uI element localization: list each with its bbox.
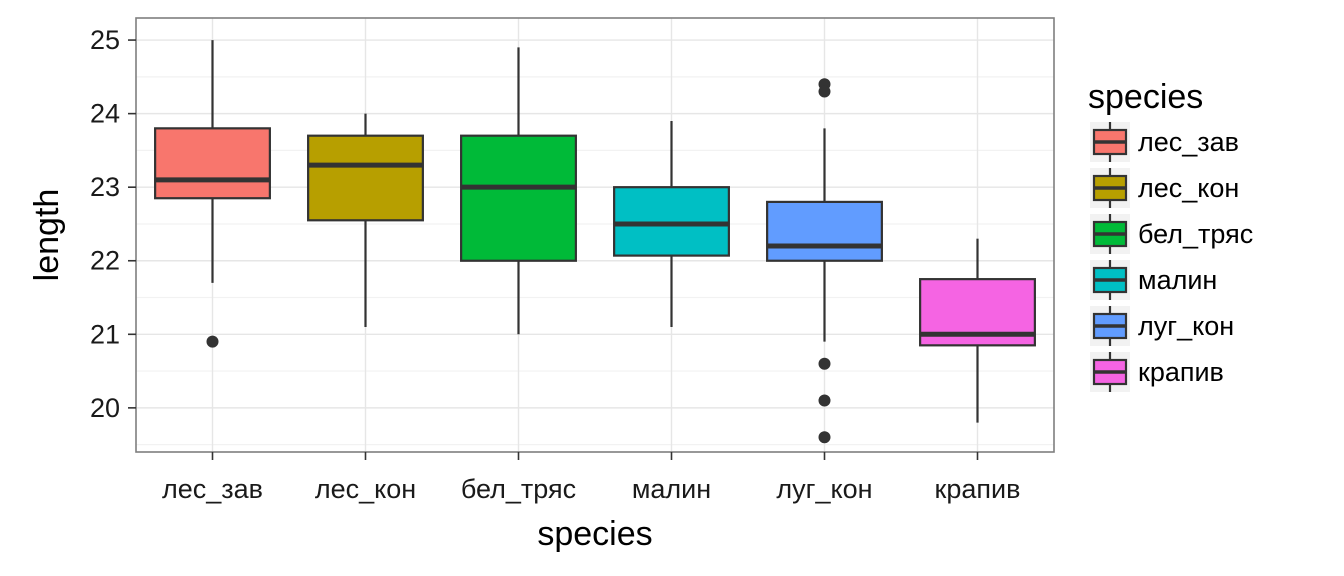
y-tick-label: 24	[90, 99, 120, 129]
legend-item-луг_кон: луг_кон	[1090, 306, 1234, 346]
panel-border	[135, 17, 1055, 453]
x-tick-label: малин	[632, 474, 711, 504]
x-tick-label: бел_тряс	[461, 474, 576, 504]
box-iqr	[460, 134, 577, 262]
y-axis-title: length	[28, 189, 66, 282]
box-лес_кон	[307, 113, 424, 327]
x-tick-label: лес_кон	[315, 474, 416, 504]
box-луг_кон	[766, 78, 883, 444]
legend-label: лес_зав	[1138, 127, 1239, 157]
grid-lines	[136, 18, 1054, 452]
y-tick-label: 22	[90, 246, 120, 276]
x-axis: лес_зав лес_кон бел_тряс малин луг_кон крапив	[162, 452, 1020, 504]
outlier-point	[206, 335, 219, 348]
x-axis-title: species	[537, 515, 652, 553]
legend-title: species	[1088, 78, 1203, 116]
box-iqr	[766, 200, 883, 262]
y-tick-label: 25	[90, 25, 120, 55]
legend-item-лес_зав: лес_зав	[1090, 122, 1239, 162]
y-tick-label: 21	[90, 319, 120, 349]
legend-label: лес_кон	[1138, 173, 1239, 203]
box-бел_тряс	[460, 47, 577, 335]
x-tick-label: лес_зав	[162, 474, 263, 504]
box-крапив	[919, 238, 1036, 423]
legend-label: бел_тряс	[1138, 219, 1253, 249]
legend-item-бел_тряс: бел_тряс	[1090, 214, 1253, 254]
box-лес_зав	[154, 40, 271, 348]
outlier-point	[818, 357, 831, 370]
x-tick-label: луг_кон	[776, 474, 872, 504]
outlier-point	[818, 394, 831, 407]
y-axis: 20 21 22 23 24 25	[90, 25, 136, 423]
legend-label: малин	[1138, 265, 1217, 295]
y-tick-label: 23	[90, 172, 120, 202]
box-plots	[154, 40, 1036, 444]
legend-label: луг_кон	[1138, 311, 1234, 341]
outlier-point	[818, 85, 831, 98]
legend-item-лес_кон: лес_кон	[1090, 168, 1239, 208]
box-iqr	[613, 186, 730, 257]
x-tick-label: крапив	[935, 474, 1021, 504]
legend-item-малин: малин	[1090, 260, 1217, 300]
legend-item-крапив: крапив	[1090, 352, 1224, 392]
box-iqr	[154, 127, 271, 200]
outlier-point	[818, 431, 831, 444]
y-tick-label: 20	[90, 393, 120, 423]
legend: species лес_зав лес_кон бел_тряс малин луг_к…	[1088, 78, 1253, 392]
legend-label: крапив	[1138, 357, 1224, 387]
box-iqr	[307, 134, 424, 222]
box-малин	[613, 120, 730, 327]
